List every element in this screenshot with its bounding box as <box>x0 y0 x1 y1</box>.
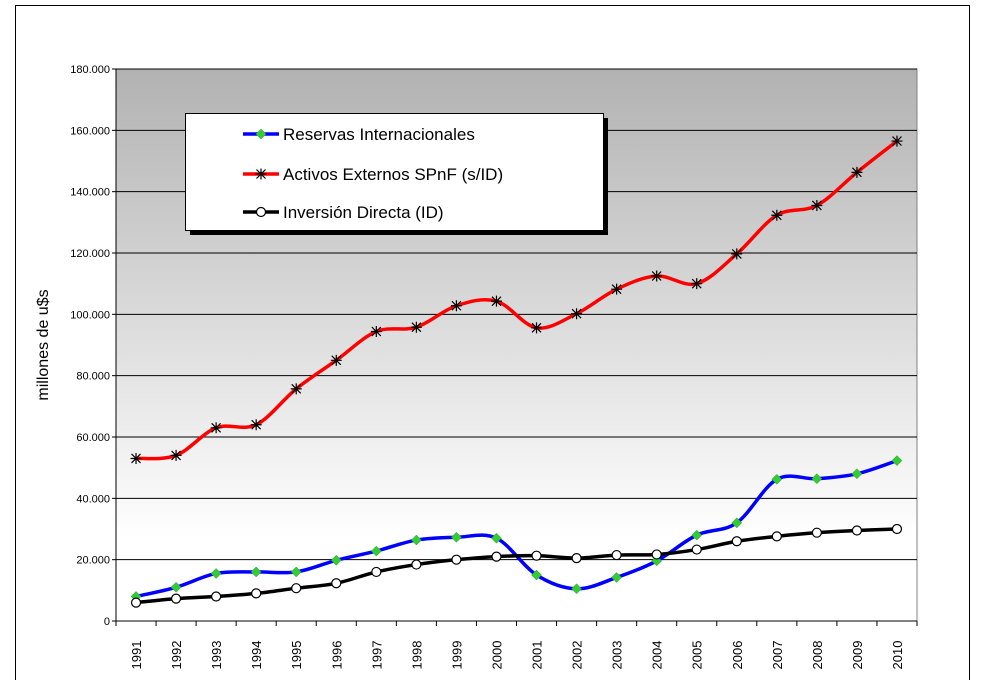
marker <box>531 550 542 561</box>
marker <box>255 128 267 140</box>
legend-label: Reservas Internacionales <box>283 125 475 144</box>
x-tick-label: 2002 <box>570 641 585 670</box>
marker <box>851 468 863 480</box>
marker <box>250 419 262 431</box>
marker <box>170 449 182 461</box>
marker <box>170 593 182 604</box>
marker <box>691 278 703 290</box>
marker <box>731 248 743 260</box>
y-tick-label: 120.000 <box>70 248 110 260</box>
marker <box>330 554 342 566</box>
y-tick-label: 40.000 <box>76 493 110 505</box>
marker <box>210 568 222 579</box>
y-tick-label: 180.000 <box>70 64 110 76</box>
marker <box>531 322 543 334</box>
x-tick-label: 2001 <box>530 641 545 670</box>
marker <box>251 588 262 599</box>
marker <box>531 569 542 581</box>
marker <box>851 525 863 536</box>
marker <box>611 549 622 561</box>
marker <box>130 597 142 608</box>
x-tick-label: 1997 <box>369 641 384 670</box>
y-tick-label: 0 <box>104 616 110 628</box>
marker <box>571 308 583 320</box>
marker <box>771 209 783 221</box>
x-tick-label: 2005 <box>690 641 705 670</box>
x-tick-label: 2007 <box>770 641 785 670</box>
marker <box>571 553 582 564</box>
marker <box>255 168 267 180</box>
x-tick-label: 1998 <box>409 641 424 670</box>
marker <box>651 555 663 567</box>
x-tick-label: 1992 <box>169 641 184 670</box>
marker <box>410 321 422 333</box>
marker <box>290 383 302 395</box>
marker <box>771 531 782 542</box>
marker <box>891 523 903 535</box>
marker <box>651 270 663 282</box>
marker <box>731 536 742 547</box>
marker <box>250 566 262 578</box>
y-tick-label: 80.000 <box>76 371 110 383</box>
marker <box>370 545 382 557</box>
x-tick-label: 1991 <box>129 641 144 670</box>
marker <box>255 206 267 218</box>
marker <box>450 300 462 312</box>
marker <box>490 295 502 307</box>
series-line <box>135 139 899 461</box>
marker <box>811 473 823 485</box>
legend-label: Inversión Directa (ID) <box>283 203 444 222</box>
marker <box>611 572 622 583</box>
marker <box>210 422 222 434</box>
x-tick-label: 1994 <box>249 641 264 670</box>
marker <box>891 135 903 147</box>
marker <box>331 578 342 589</box>
x-tick-label: 1993 <box>209 641 224 670</box>
legend-label: Activos Externos SPnF (s/ID) <box>283 165 503 184</box>
y-tick-label: 100.000 <box>70 309 110 321</box>
x-tick-label: 1999 <box>449 641 464 670</box>
y-tick-label: 60.000 <box>76 432 110 444</box>
marker <box>291 583 302 594</box>
marker <box>491 551 502 562</box>
marker <box>771 473 783 485</box>
y-tick-label: 20.000 <box>76 555 110 567</box>
marker <box>651 549 662 560</box>
y-tick-label: 160.000 <box>70 125 110 137</box>
marker <box>211 591 222 602</box>
marker <box>611 283 623 295</box>
marker <box>851 166 863 178</box>
marker <box>811 527 822 538</box>
x-tick-label: 1996 <box>329 641 344 670</box>
marker <box>330 354 342 366</box>
marker <box>451 531 462 543</box>
marker <box>451 554 462 565</box>
marker <box>170 581 182 593</box>
marker <box>290 566 302 578</box>
marker <box>731 517 743 529</box>
x-tick-label: 2010 <box>890 641 905 670</box>
marker <box>411 534 422 546</box>
x-tick-label: 2009 <box>850 641 865 670</box>
x-tick-label: 2006 <box>730 641 745 670</box>
y-axis-label: millones de u$s <box>35 289 52 400</box>
x-tick-label: 2003 <box>610 641 625 670</box>
marker <box>691 529 703 541</box>
y-tick-label: 140.000 <box>70 187 110 199</box>
marker <box>571 583 582 595</box>
marker <box>371 566 382 578</box>
marker <box>891 455 903 466</box>
marker <box>411 559 422 570</box>
marker <box>130 452 142 464</box>
x-tick-label: 2008 <box>810 641 825 670</box>
x-tick-label: 1995 <box>289 641 304 670</box>
marker <box>491 532 502 544</box>
marker <box>370 326 382 338</box>
marker <box>691 544 702 555</box>
marker <box>811 199 823 211</box>
x-tick-label: 2004 <box>650 641 665 670</box>
x-tick-label: 2000 <box>489 641 504 670</box>
